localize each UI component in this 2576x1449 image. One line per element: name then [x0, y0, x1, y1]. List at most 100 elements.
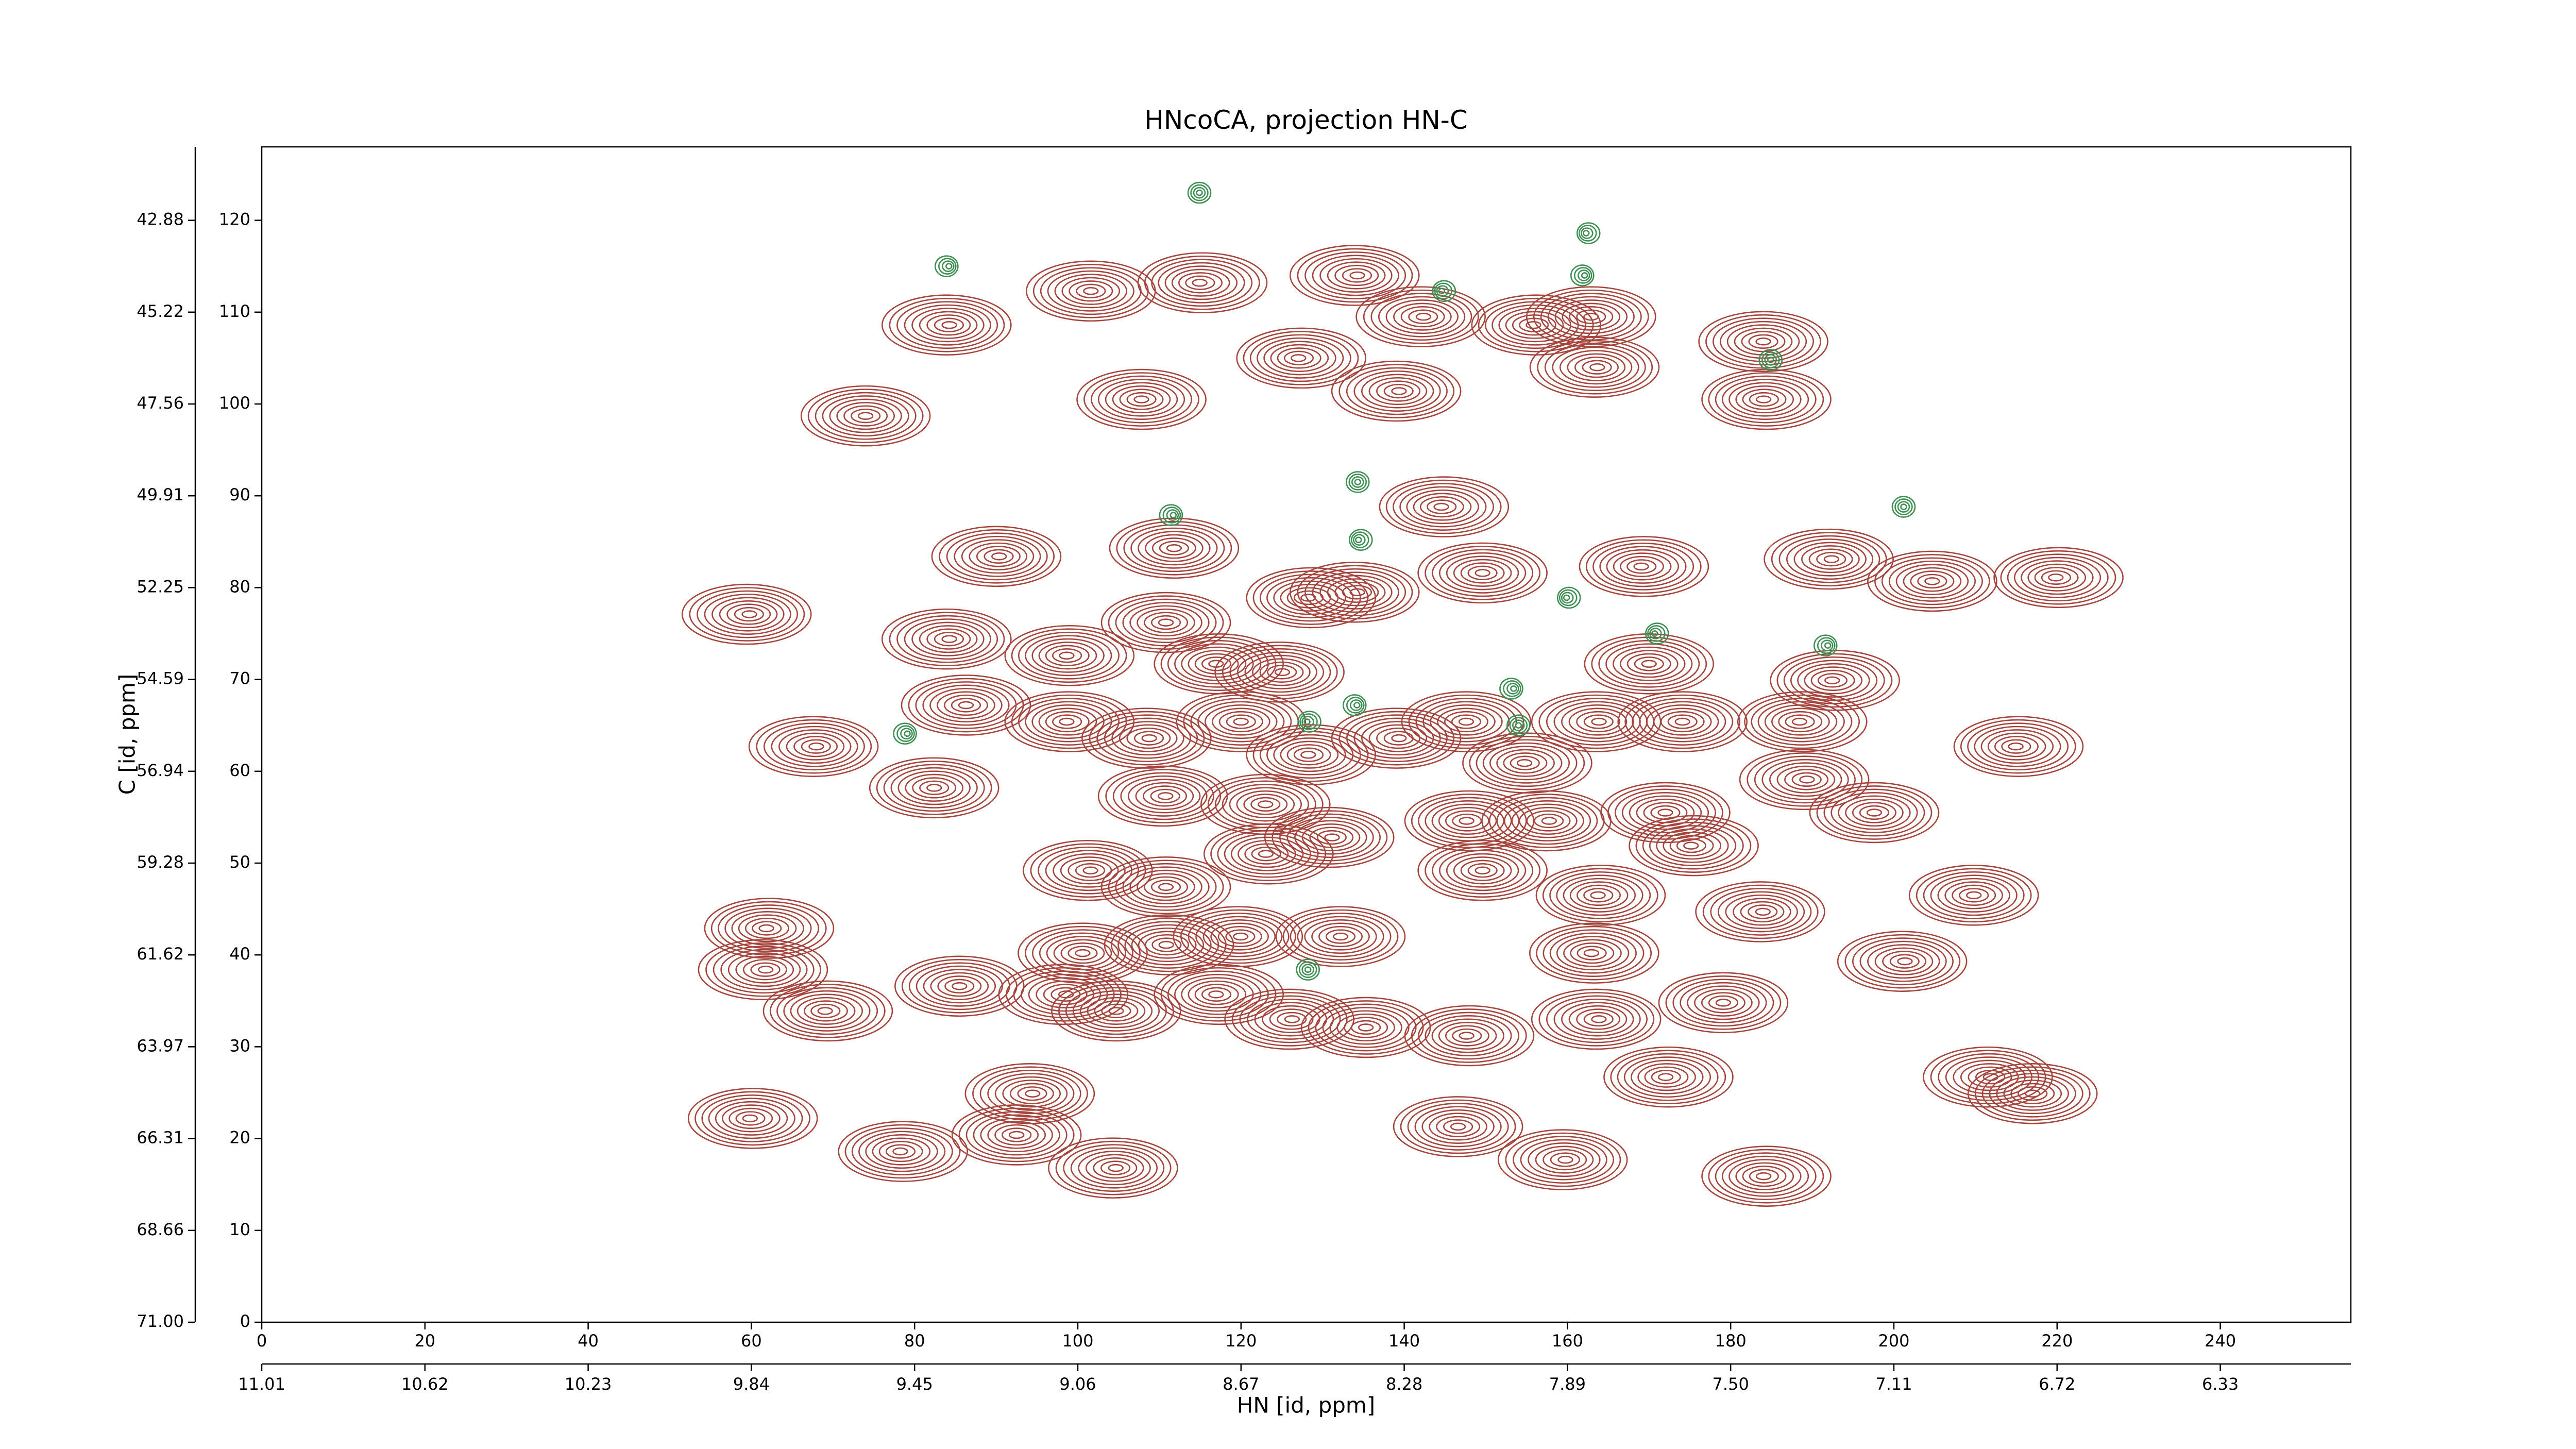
contour-ring	[1072, 990, 1160, 1032]
contour-ring	[1903, 567, 1962, 595]
contour-ring	[1348, 529, 1373, 551]
contour-ring	[843, 405, 888, 427]
contour-ring	[1574, 357, 1619, 378]
contour-ring	[1576, 711, 1621, 733]
contour-ring	[1710, 888, 1812, 936]
contour-ring	[1702, 884, 1819, 939]
contour-ring	[1499, 678, 1523, 700]
contour-ring	[1264, 806, 1395, 868]
contour-ring	[1721, 1155, 1809, 1197]
contour-ring	[1425, 546, 1541, 600]
contour-ring	[1445, 1025, 1489, 1047]
contour-ring	[1109, 517, 1240, 579]
contour-ring	[803, 1000, 848, 1022]
contour-ring	[1069, 280, 1113, 302]
y2-tick-label: 42.88	[137, 210, 184, 229]
contour-ring	[1130, 527, 1218, 569]
contour-ring	[1026, 260, 1156, 322]
contour-ring	[1316, 830, 1347, 845]
contour-ring	[1639, 701, 1726, 743]
contour-ring	[1434, 282, 1453, 300]
contour-ring	[1590, 891, 1606, 900]
contour-ring	[1297, 565, 1413, 620]
contour-ring	[1944, 881, 2004, 909]
contour-ring	[896, 615, 998, 663]
peak	[1076, 368, 1207, 430]
contour-ring	[1211, 707, 1270, 736]
contour-ring	[1192, 278, 1208, 287]
contour-ring	[1982, 1073, 1998, 1081]
contour-ring	[1414, 1106, 1502, 1148]
contour-ring	[1923, 871, 2025, 919]
contour-ring	[1361, 721, 1434, 756]
contour-ring	[1589, 363, 1605, 372]
contour-ring	[1354, 479, 1362, 485]
contour-ring	[1541, 817, 1557, 825]
contour-ring	[1193, 187, 1206, 199]
contour-ring	[1236, 327, 1366, 389]
contour-ring	[1025, 635, 1112, 677]
contour-ring	[1078, 1151, 1151, 1186]
y-tick-label: 10	[229, 1220, 250, 1239]
y-tick-label: 90	[229, 485, 250, 504]
contour-ring	[1719, 321, 1807, 362]
peak	[1417, 839, 1548, 901]
contour-ring	[1489, 746, 1563, 781]
contour-ring	[1488, 794, 1605, 848]
negative-peak	[1570, 264, 1595, 287]
contour-ring	[1376, 380, 1421, 402]
contour-ring	[1361, 374, 1434, 409]
contour-ring	[1561, 1002, 1634, 1037]
contour-ring	[1309, 827, 1354, 848]
contour-ring	[1647, 625, 1666, 642]
y2-tick-label: 66.31	[137, 1128, 184, 1148]
contour-ring	[1531, 988, 1662, 1050]
contour-ring	[934, 255, 959, 277]
contour-ring	[1031, 638, 1105, 673]
contour-ring	[1569, 881, 1629, 909]
peak	[1584, 633, 1715, 695]
contour-ring	[1756, 1172, 1772, 1181]
contour-ring	[872, 1137, 931, 1166]
contour-ring	[1859, 805, 1890, 820]
x-tick-label: 20	[414, 1331, 435, 1351]
contour-ring	[1101, 1003, 1131, 1019]
contour-ring	[1108, 1164, 1124, 1172]
contour-ring	[1017, 1086, 1047, 1101]
contour-ring	[687, 1088, 818, 1149]
peak	[1393, 1096, 1523, 1157]
contour-ring	[1496, 749, 1555, 777]
contour-ring	[1577, 884, 1621, 906]
contour-ring	[2048, 574, 2064, 582]
peak	[1214, 642, 1345, 703]
x-tick-label: 240	[2205, 1331, 2236, 1351]
contour-ring	[1583, 888, 1614, 903]
contour-ring	[869, 757, 999, 819]
contour-ring	[1614, 788, 1716, 837]
peak	[1100, 856, 1231, 918]
peak	[1154, 964, 1284, 1025]
contour-ring	[1544, 343, 1646, 392]
contour-ring	[2018, 1086, 2048, 1101]
peak	[1355, 286, 1486, 347]
contour-ring	[1045, 711, 1090, 733]
contour-ring	[1619, 650, 1679, 678]
contour-ring	[694, 1091, 810, 1146]
contour-ring	[1297, 711, 1321, 733]
contour-ring	[783, 990, 871, 1032]
contour-ring	[939, 529, 1055, 584]
contour-ring	[1721, 379, 1809, 420]
contour-ring	[1742, 1166, 1787, 1187]
contour-ring	[2034, 567, 2079, 588]
y-tick-label: 50	[229, 852, 250, 872]
contour-ring	[1443, 1119, 1473, 1134]
peak	[762, 980, 893, 1042]
contour-ring	[1300, 997, 1431, 1058]
contour-ring	[1550, 1152, 1580, 1167]
x2-tick-label: 9.06	[1059, 1374, 1096, 1394]
contour-ring	[1236, 651, 1325, 693]
peak	[964, 1063, 1095, 1124]
contour-ring	[1867, 944, 1940, 979]
contour-ring	[1322, 1007, 1410, 1048]
contour-ring	[1115, 598, 1217, 647]
